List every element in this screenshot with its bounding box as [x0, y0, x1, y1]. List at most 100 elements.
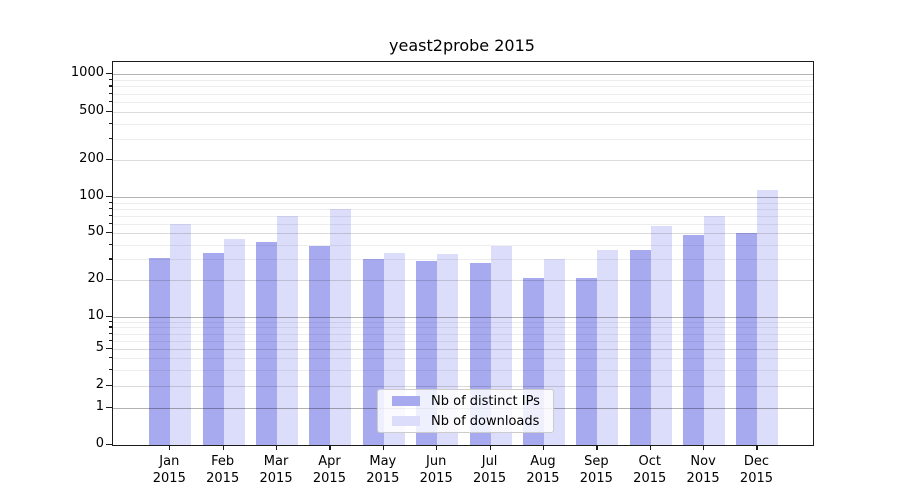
legend-swatch-ips: [392, 396, 420, 406]
y-minor-tick-mark: [109, 320, 112, 323]
bar-ips-sep: [576, 277, 598, 445]
bar-downloads-apr: [330, 208, 352, 445]
y-tick-label-2: 2: [95, 377, 104, 392]
y-minor-tick-mark: [109, 222, 112, 224]
bar-ips-mar: [256, 242, 278, 445]
gridline-60: [113, 223, 813, 225]
y-tick-label-1: 1: [95, 398, 104, 414]
legend-swatch-downloads: [392, 416, 420, 426]
gridline-40: [113, 244, 813, 246]
bar-downloads-dec: [757, 189, 779, 445]
y-tick-mark: [106, 348, 112, 350]
x-tick-label-feb: Feb 2015: [206, 454, 240, 486]
gridline-3: [113, 369, 813, 371]
y-tick-label-200: 200: [79, 151, 104, 167]
gridline-80: [113, 208, 813, 210]
x-tick-mark: [382, 445, 384, 450]
y-tick-mark: [106, 406, 112, 408]
bar-downloads-mar: [277, 215, 299, 445]
gridline-20: [113, 280, 813, 281]
x-tick-mark: [596, 445, 598, 450]
y-minor-tick-mark: [109, 243, 112, 245]
y-minor-tick-mark: [109, 214, 112, 216]
x-tick-label-aug: Aug 2015: [526, 454, 560, 486]
x-tick-label-mar: Mar 2015: [259, 454, 293, 486]
bar-downloads-oct: [650, 226, 672, 445]
gridline-70: [113, 215, 813, 217]
y-tick-mark: [106, 159, 112, 161]
y-minor-tick-mark: [109, 122, 112, 124]
x-tick-label-dec: Dec 2015: [739, 454, 774, 486]
y-tick-mark: [106, 232, 112, 234]
bar-ips-oct: [629, 250, 651, 445]
x-tick-mark: [329, 445, 331, 450]
y-tick-label-20: 20: [87, 271, 104, 286]
x-tick-mark: [703, 445, 705, 450]
gridline-200: [113, 160, 813, 162]
legend-row: Nb of distinct IPs: [387, 394, 544, 409]
bar-ips-dec: [736, 233, 758, 445]
x-tick-mark: [436, 445, 438, 450]
y-minor-tick-mark: [109, 332, 112, 334]
y-tick-label-500: 500: [79, 102, 104, 118]
x-tick-label-may: May 2015: [366, 454, 400, 486]
y-minor-tick-mark: [109, 100, 112, 103]
x-tick-label-jan: Jan 2015: [152, 454, 186, 486]
bar-ips-apr: [309, 245, 331, 445]
chart-title: yeast2probe 2015: [389, 36, 535, 55]
bar-downloads-feb: [223, 238, 245, 445]
bar-ips-nov: [683, 235, 705, 445]
bar-ips-feb: [202, 252, 224, 445]
gridline-9: [113, 321, 813, 323]
gridline-300: [113, 138, 813, 140]
y-tick-mark: [106, 444, 112, 446]
gridline-2: [113, 386, 813, 387]
y-tick-mark: [106, 73, 112, 75]
gridline-6: [113, 340, 813, 342]
x-tick-mark: [756, 445, 758, 450]
x-tick-mark: [542, 445, 545, 450]
y-minor-tick-mark: [109, 85, 112, 87]
gridline-10: [113, 317, 813, 318]
bar-downloads-sep: [597, 250, 619, 445]
legend-row: Nb of downloads: [387, 414, 544, 429]
y-minor-tick-mark: [109, 258, 112, 260]
y-minor-tick-mark: [109, 339, 112, 341]
gridline-5: [113, 349, 813, 351]
x-tick-mark: [489, 445, 491, 450]
x-tick-mark: [222, 445, 224, 450]
y-tick-label-50: 50: [87, 224, 104, 240]
x-tick-mark: [169, 445, 171, 450]
y-minor-tick-mark: [109, 201, 112, 203]
bar-ips-jan: [149, 257, 171, 445]
y-tick-mark: [106, 316, 112, 318]
gridline-900: [113, 79, 813, 81]
gridline-50: [113, 233, 813, 235]
y-tick-mark: [106, 385, 112, 387]
y-minor-tick-mark: [109, 368, 112, 370]
y-tick-label-5: 5: [95, 340, 104, 356]
gridline-100: [113, 197, 813, 198]
y-minor-tick-mark: [109, 137, 112, 139]
y-tick-mark: [106, 279, 112, 281]
gridline-7: [113, 333, 813, 335]
x-tick-label-sep: Sep 2015: [579, 454, 613, 486]
y-tick-label-100: 100: [79, 188, 104, 203]
y-minor-tick-mark: [109, 326, 112, 328]
y-tick-label-0: 0: [95, 436, 104, 451]
gridline-800: [113, 86, 813, 88]
y-tick-label-10: 10: [87, 308, 104, 323]
legend: Nb of distinct IPs Nb of downloads: [377, 389, 554, 433]
gridline-90: [113, 202, 813, 204]
y-minor-tick-mark: [109, 78, 112, 81]
gridline-700: [113, 93, 813, 95]
bar-downloads-nov: [704, 215, 726, 445]
x-tick-label-apr: Apr 2015: [312, 454, 346, 486]
x-tick-mark: [649, 445, 651, 450]
gridline-30: [113, 259, 813, 261]
x-tick-label-jun: Jun 2015: [419, 454, 453, 486]
gridline-500: [113, 111, 813, 113]
legend-label: Nb of distinct IPs: [431, 393, 540, 409]
gridline-600: [113, 101, 813, 103]
